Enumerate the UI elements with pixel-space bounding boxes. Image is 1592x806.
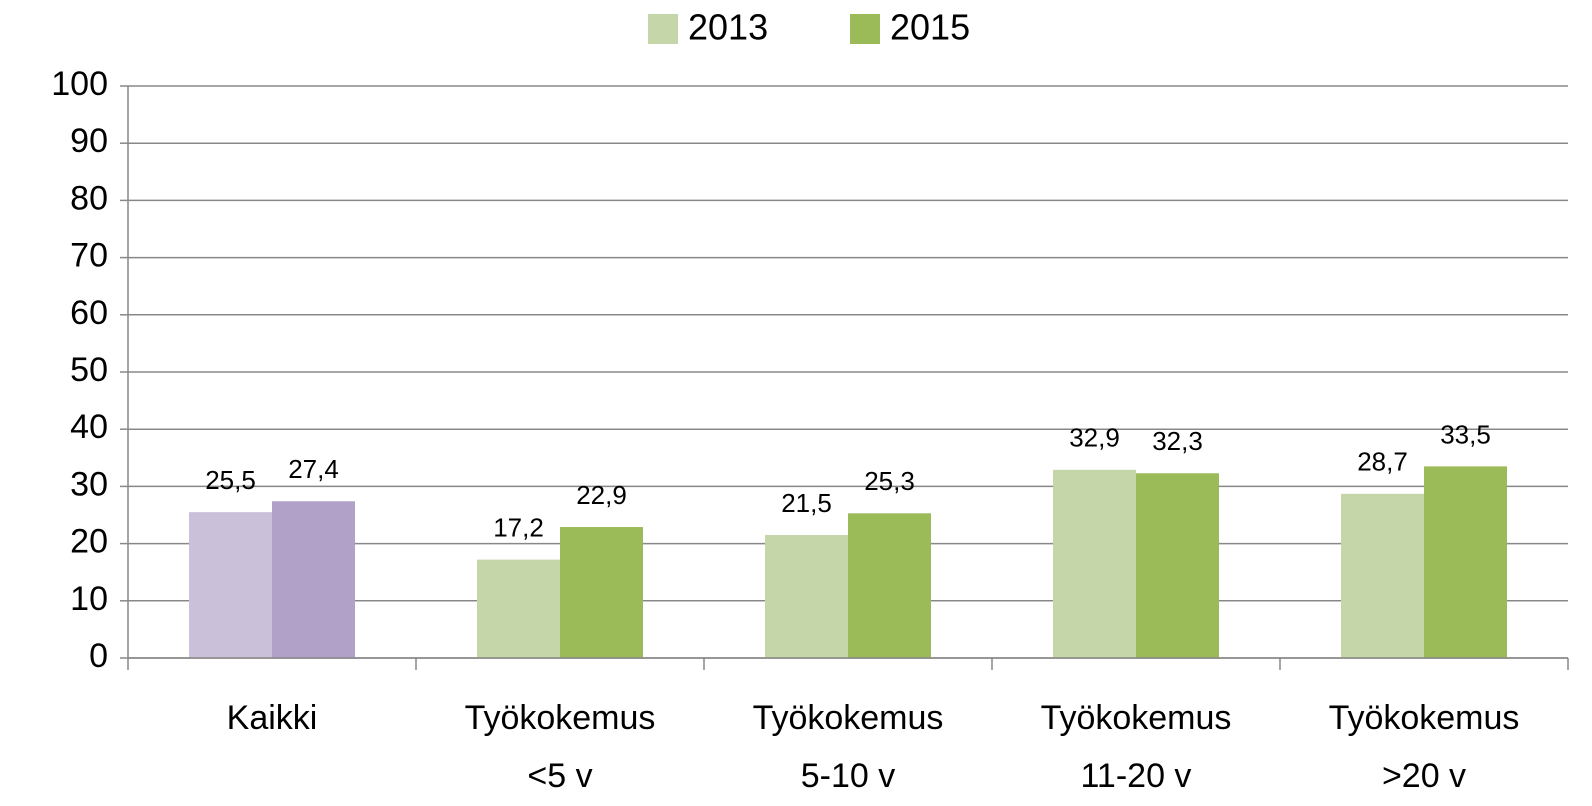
y-tick-label: 40	[70, 408, 108, 446]
bar	[477, 559, 560, 658]
bar	[1424, 466, 1507, 658]
bar	[1341, 493, 1424, 658]
y-tick-label: 50	[70, 351, 108, 389]
data-label: 33,5	[1440, 419, 1491, 449]
data-label: 17,2	[493, 512, 544, 542]
data-label: 25,3	[864, 466, 915, 496]
y-tick-label: 100	[51, 65, 108, 103]
x-tick-label: Työkokemus 11-20 v	[1041, 699, 1232, 795]
legend-label: 2015	[890, 7, 970, 48]
data-label: 25,5	[205, 465, 256, 495]
bar	[560, 527, 643, 658]
legend-swatch	[850, 14, 880, 44]
legend-label: 2013	[688, 7, 768, 48]
y-tick-label: 80	[70, 179, 108, 217]
bar	[189, 512, 272, 658]
y-tick-label: 70	[70, 237, 108, 275]
bar	[765, 535, 848, 658]
y-tick-label: 90	[70, 122, 108, 160]
bar	[848, 513, 931, 658]
y-tick-label: 60	[70, 294, 108, 332]
data-label: 32,9	[1069, 423, 1120, 453]
bar	[1136, 473, 1219, 658]
y-tick-label: 20	[70, 523, 108, 561]
y-tick-label: 30	[70, 465, 108, 503]
x-tick-label: Kaikki	[227, 699, 318, 737]
legend-swatch	[648, 14, 678, 44]
data-label: 27,4	[288, 454, 339, 484]
data-label: 21,5	[781, 488, 832, 518]
bar	[272, 501, 355, 658]
x-tick-label: Työkokemus 5-10 v	[753, 699, 944, 795]
y-tick-label: 0	[89, 637, 108, 675]
bar	[1053, 469, 1136, 658]
data-label: 32,3	[1152, 426, 1203, 456]
data-label: 28,7	[1357, 447, 1408, 477]
data-label: 22,9	[576, 480, 627, 510]
y-tick-label: 10	[70, 580, 108, 618]
x-tick-label: Työkokemus <5 v	[465, 699, 656, 795]
x-tick-label: Työkokemus >20 v	[1329, 699, 1520, 795]
